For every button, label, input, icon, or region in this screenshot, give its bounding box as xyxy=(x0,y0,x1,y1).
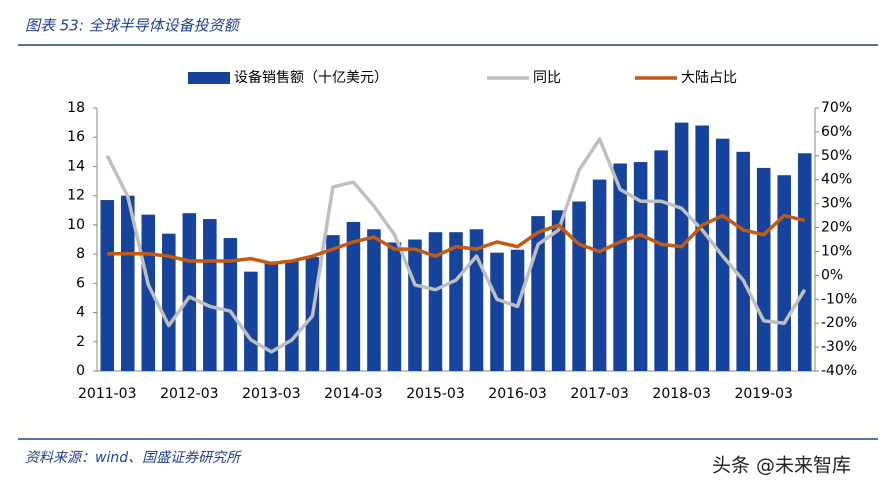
y-tick-label: 12 xyxy=(67,188,85,204)
x-tick-label: 2019-03 xyxy=(734,386,793,402)
bar xyxy=(285,259,299,371)
bar xyxy=(777,175,791,371)
bar xyxy=(695,125,709,372)
bar xyxy=(613,163,627,371)
bar xyxy=(654,150,668,371)
bar xyxy=(264,262,279,371)
x-tick-label: 2011-03 xyxy=(78,386,137,402)
bar xyxy=(387,242,402,371)
bar xyxy=(121,195,135,371)
bar xyxy=(633,162,648,371)
y2-tick-label: 40% xyxy=(821,172,852,188)
x-tick-label: 2017-03 xyxy=(570,386,629,402)
bar xyxy=(490,252,504,371)
legend-label: 大陆占比 xyxy=(681,70,737,86)
bar xyxy=(510,249,525,371)
x-tick-label: 2013-03 xyxy=(242,386,301,402)
x-tick-label: 2012-03 xyxy=(160,386,219,402)
bar xyxy=(797,153,812,371)
y2-tick-label: -30% xyxy=(821,339,857,355)
bar xyxy=(162,233,176,371)
x-tick-label: 2015-03 xyxy=(406,386,465,402)
y2-tick-label: 20% xyxy=(821,220,852,236)
x-tick-label: 2018-03 xyxy=(652,386,711,402)
y2-tick-label: 60% xyxy=(821,124,852,140)
legend-swatch xyxy=(188,72,230,84)
watermark: 头条 @未来智库 xyxy=(712,455,851,477)
bar xyxy=(223,238,238,371)
y-tick-label: 16 xyxy=(67,129,85,145)
bar xyxy=(756,167,771,371)
bar xyxy=(572,201,586,371)
bar xyxy=(449,232,463,371)
bar xyxy=(346,221,361,371)
y2-tick-label: 30% xyxy=(821,196,852,212)
bar xyxy=(736,151,750,371)
y-tick-label: 4 xyxy=(76,305,85,321)
y-tick-label: 14 xyxy=(67,158,85,174)
y-tick-label: 0 xyxy=(76,363,85,379)
x-tick-label: 2016-03 xyxy=(488,386,547,402)
y2-tick-label: 50% xyxy=(821,148,852,164)
y2-tick-label: 10% xyxy=(821,243,852,259)
y2-tick-label: 70% xyxy=(821,100,852,116)
y-tick-label: 10 xyxy=(67,217,85,233)
bar xyxy=(326,235,340,371)
y2-tick-label: 0% xyxy=(821,267,843,283)
bar xyxy=(367,229,381,371)
y-tick-label: 2 xyxy=(76,334,85,350)
y2-tick-label: -40% xyxy=(821,363,857,379)
y2-tick-label: -10% xyxy=(821,291,857,307)
source: 资料来源：wind、国盛证券研究所 xyxy=(25,450,242,466)
y-tick-label: 6 xyxy=(76,275,85,291)
bar xyxy=(203,219,217,371)
bar xyxy=(100,200,115,371)
bar xyxy=(182,213,197,371)
bar xyxy=(592,179,607,371)
x-tick-label: 2014-03 xyxy=(324,386,383,402)
chart-title: 图表 53: 全球半导体设备投资额 xyxy=(25,17,242,35)
y-tick-label: 8 xyxy=(76,246,85,262)
line xyxy=(107,213,806,266)
bar xyxy=(244,271,258,371)
y-tick-label: 18 xyxy=(67,100,85,116)
line xyxy=(105,137,807,354)
legend-label: 设备销售额（十亿美元） xyxy=(234,69,388,86)
y2-tick-label: -20% xyxy=(821,315,857,331)
bar xyxy=(551,210,566,371)
bar xyxy=(428,232,443,371)
bar xyxy=(408,239,422,371)
legend-label: 同比 xyxy=(533,70,561,86)
